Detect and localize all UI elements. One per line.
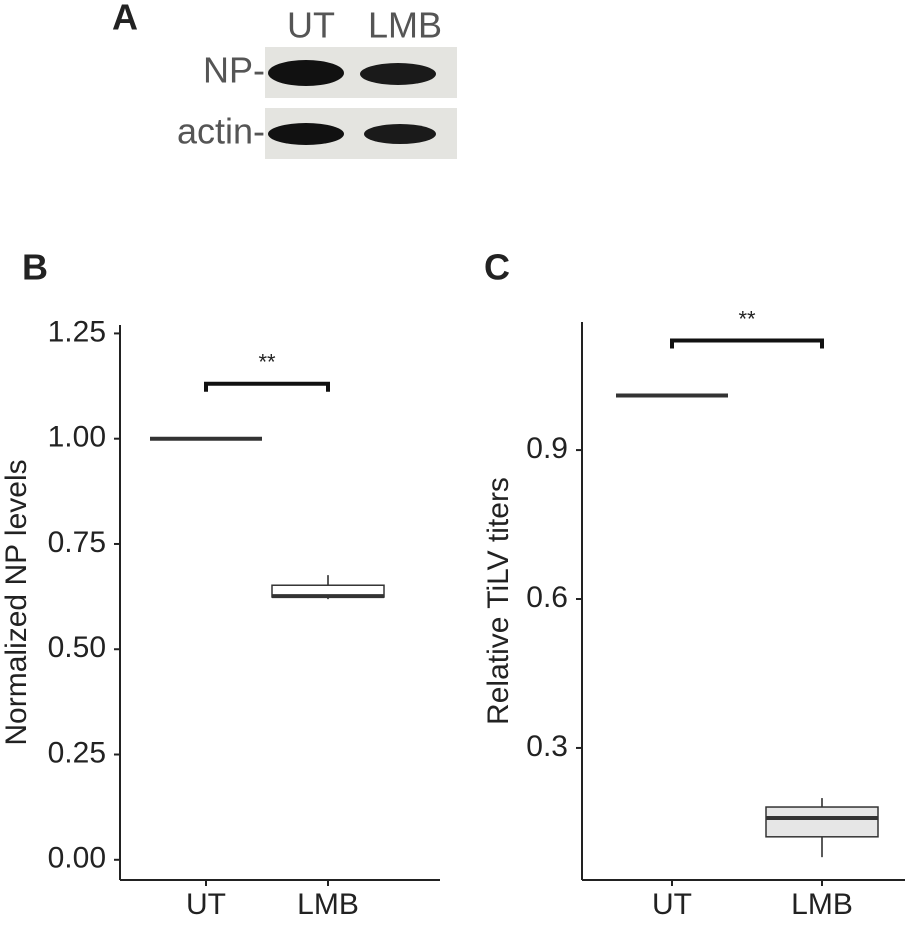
band (268, 60, 344, 86)
y-tick-label: 0.50 (48, 631, 106, 664)
band-label: actin- (177, 111, 265, 152)
y-tick-label: 0.00 (48, 842, 106, 875)
y-tick-label: 1.00 (48, 421, 106, 454)
panel-label: B (22, 247, 48, 288)
y-axis-label: Normalized NP levels (0, 459, 33, 745)
band-label: NP- (203, 50, 265, 91)
band (360, 63, 436, 85)
x-tick-label: UT (186, 888, 226, 921)
y-tick-label: 0.25 (48, 736, 106, 769)
annotation: ** (258, 350, 276, 375)
y-tick-label: 0.3 (526, 730, 568, 763)
y-tick-label: 0.9 (526, 432, 568, 465)
significance-bracket (670, 338, 824, 349)
band (364, 124, 436, 144)
y-tick-label: 0.6 (526, 581, 568, 614)
lane-label: LMB (368, 5, 442, 46)
y-tick-label: 0.75 (48, 526, 106, 559)
significance-bracket (204, 381, 330, 392)
y-tick-label: 1.25 (48, 315, 106, 348)
band (268, 123, 344, 145)
box (765, 806, 879, 838)
x-tick-label: UT (652, 888, 692, 921)
panel-label: A (112, 0, 138, 38)
annotation: ** (738, 306, 756, 331)
panel-label: C (484, 247, 510, 288)
x-tick-label: LMB (791, 888, 853, 921)
y-axis-label: Relative TiLV titers (482, 477, 515, 725)
lane-label: UT (287, 5, 335, 46)
x-tick-label: LMB (297, 888, 359, 921)
